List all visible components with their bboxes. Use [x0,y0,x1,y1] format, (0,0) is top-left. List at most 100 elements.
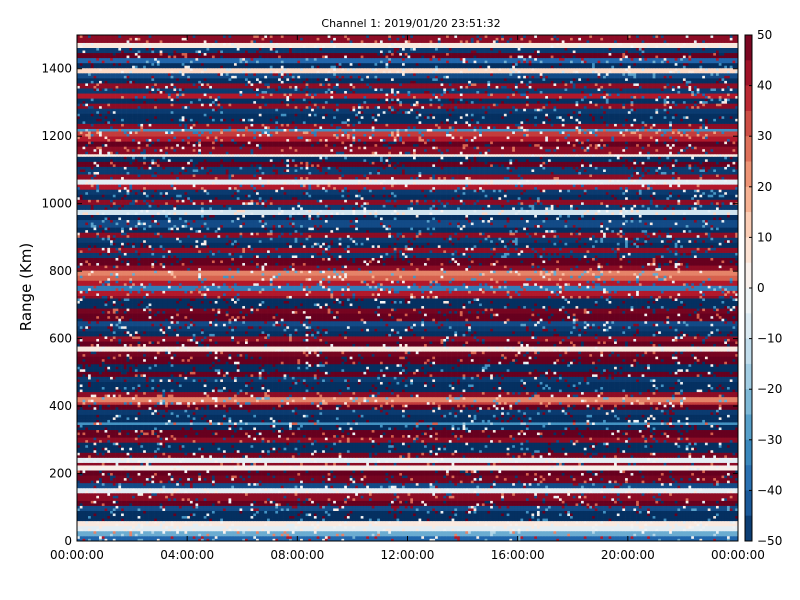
heatmap-cell [341,513,344,516]
heatmap-cell [237,503,240,506]
heatmap-cell [220,521,223,524]
heatmap-cell [116,526,119,529]
heatmap-cell [672,523,675,526]
heatmap-cell [430,521,433,524]
heatmap-cell [556,526,559,529]
heatmap-cell [688,518,691,521]
heatmap-cell [157,501,160,504]
heatmap-cell [578,521,581,524]
heatmap-cell [625,508,628,511]
heatmap-cell [523,533,526,536]
heatmap-cell [140,508,143,511]
heatmap-cell [256,528,259,531]
heatmap-cell [107,521,110,524]
heatmap-cell [322,536,325,539]
heatmap-cell [578,533,581,536]
heatmap-cell [303,528,306,531]
heatmap-cell [697,508,700,511]
heatmap-cell [358,516,361,519]
heatmap-cell [441,533,444,536]
heatmap-cell [105,533,108,536]
heatmap-cell [482,518,485,521]
heatmap-cell [311,516,314,519]
heatmap-cell [691,521,694,524]
heatmap-cell [416,503,419,506]
heatmap-cell [633,513,636,516]
heatmap-cell [270,511,273,514]
heatmap-cell [99,516,102,519]
heatmap-cell [212,521,215,524]
heatmap-cell [633,536,636,539]
heatmap-cell [410,533,413,536]
heatmap-cell [267,521,270,524]
heatmap-cell [402,526,405,529]
heatmap-cell [661,518,664,521]
heatmap-cell [424,513,427,516]
heatmap-cell [479,533,482,536]
heatmap-cell [262,516,265,519]
heatmap-cell [581,506,584,509]
heatmap-cell [248,531,251,534]
heatmap-cell [647,508,650,511]
heatmap-cell [88,528,91,531]
heatmap-cell [405,526,408,529]
heatmap-cell [713,533,716,536]
heatmap-cell [380,506,383,509]
heatmap-cell [206,503,209,506]
heatmap-cell [479,528,482,531]
heatmap-cell [96,503,99,506]
heatmap-cell [556,503,559,506]
heatmap-cell [347,513,350,516]
heatmap-cell [278,518,281,521]
heatmap-cell [408,521,411,524]
heatmap-cell [281,503,284,506]
heatmap-cell [520,531,523,534]
heatmap-cell [256,506,259,509]
heatmap-cell [270,526,273,529]
heatmap-cell [457,516,460,519]
heatmap-cell [548,521,551,524]
heatmap-cell [281,513,284,516]
heatmap-cell [529,526,532,529]
heatmap-cell [677,513,680,516]
heatmap-cell [603,521,606,524]
heatmap-cell [501,503,504,506]
heatmap-cell [231,521,234,524]
heatmap-cell [347,518,350,521]
heatmap-cell [143,516,146,519]
heatmap-cell [474,506,477,509]
heatmap-cell [531,503,534,506]
heatmap-cell [336,536,339,539]
heatmap-cell [449,513,452,516]
heatmap-cell [385,536,388,539]
heatmap-cell [344,508,347,511]
heatmap-cell [344,533,347,536]
heatmap-cell [666,536,669,539]
heatmap-cell [223,526,226,529]
heatmap-cell [372,526,375,529]
heatmap-cell [438,521,441,524]
heatmap-cell [413,503,416,506]
heatmap-cell [576,523,579,526]
heatmap-cell [358,513,361,516]
heatmap-cell [427,531,430,534]
heatmap-cell [446,536,449,539]
heatmap-cell [242,508,245,511]
heatmap-cell [173,516,176,519]
heatmap-cell [394,531,397,534]
heatmap-cell [708,533,711,536]
heatmap-cell [650,521,653,524]
heatmap-cell [374,521,377,524]
heatmap-cell [705,521,708,524]
heatmap-cell [317,506,320,509]
heatmap-cell [110,518,113,521]
heatmap-cell [507,531,510,534]
heatmap-cell [592,536,595,539]
heatmap-cell [151,521,154,524]
heatmap-cell [234,523,237,526]
heatmap-cell [234,531,237,534]
heatmap-cell [578,526,581,529]
heatmap-cell [143,521,146,524]
heatmap-cell [482,516,485,519]
heatmap-cell [633,533,636,536]
